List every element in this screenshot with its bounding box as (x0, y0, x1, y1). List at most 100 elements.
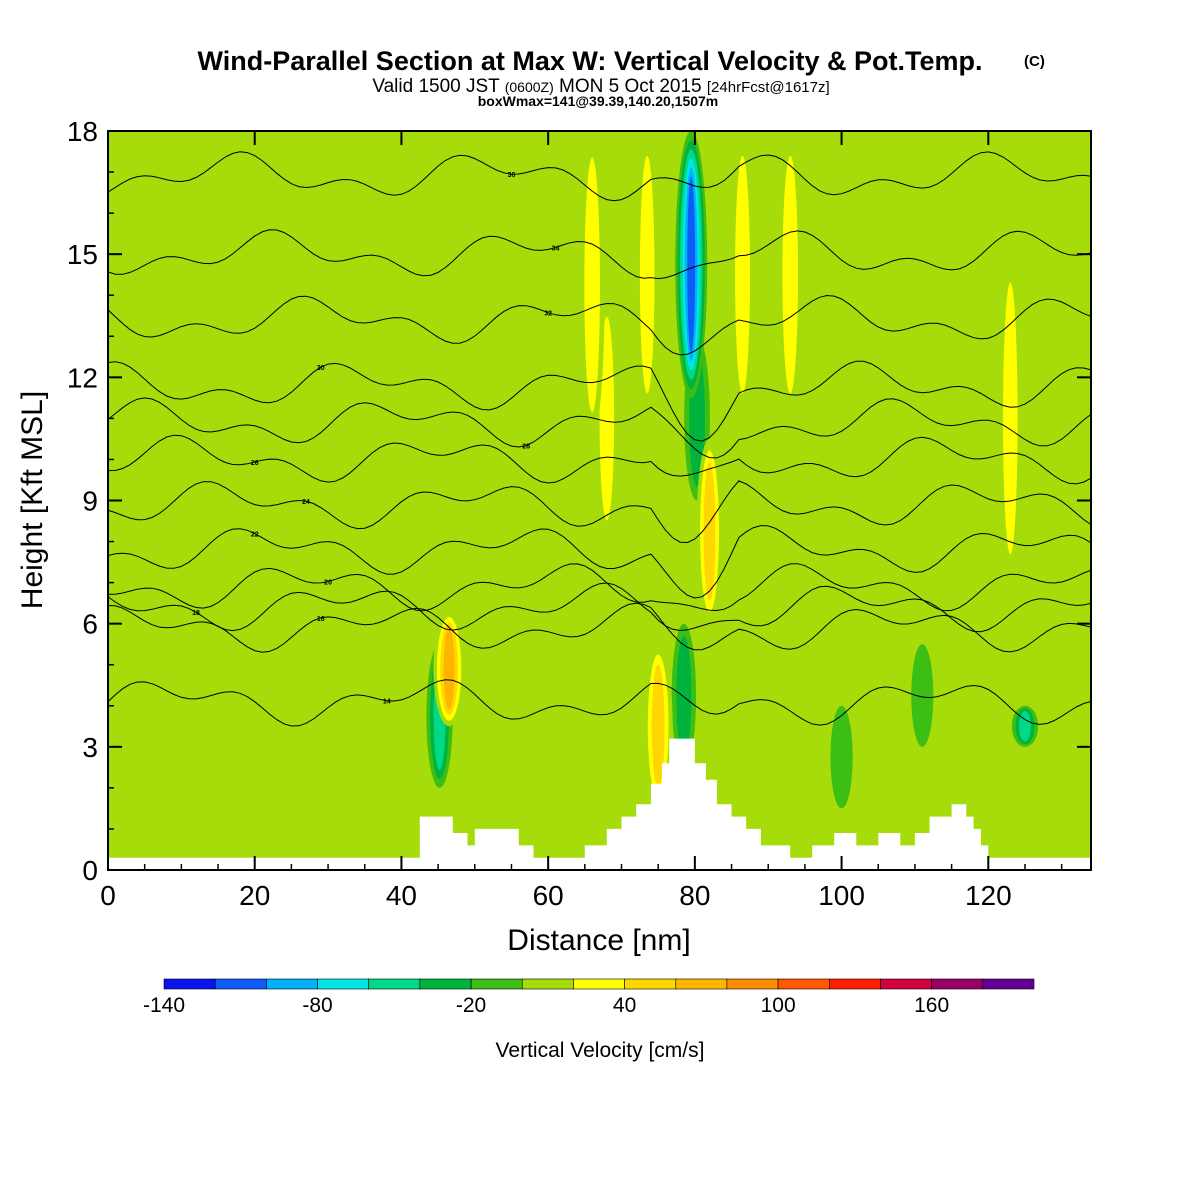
w-cell-12-level-0 (280, 726, 303, 829)
valid-prefix: Valid 1500 JST (372, 76, 500, 97)
w-cell-15 (830, 705, 853, 809)
colorbar-swatch-5 (419, 978, 472, 990)
w-cell-16 (192, 685, 215, 838)
theta-contour-34 (108, 229, 1091, 280)
w-cell-20 (671, 623, 697, 768)
colorbar-tick-label-100: 100 (761, 994, 796, 1017)
w-cell-23-level-1 (782, 155, 799, 394)
y-tick-label-3: 3 (82, 732, 98, 763)
colorbar-swatch-4 (368, 978, 421, 990)
y-tick-label-15: 15 (67, 239, 98, 270)
x-axis: 0 20 40 60 80 100 120 (100, 131, 1063, 911)
w-cell-17-level-1 (599, 316, 615, 521)
w-cell-27 (1011, 705, 1039, 747)
theta-contour-label-34: 34 (552, 245, 560, 252)
w-cell-20-level-1 (676, 636, 692, 755)
colorbar-swatch-16 (982, 978, 1035, 990)
valid-time-line: Valid 1500 JST (0600Z) MON 5 Oct 2015 [2… (372, 76, 829, 97)
w-cell-6-level-0 (508, 685, 530, 838)
w-cell-4-level-0 (310, 603, 332, 788)
w-cell-13 (911, 644, 934, 747)
colorbar-swatch-8 (573, 978, 625, 990)
x-tick-label-60: 60 (533, 880, 564, 911)
y-tick-label-0: 0 (82, 855, 98, 886)
w-cell-15-level-0 (830, 705, 853, 809)
theta-contour-30 (108, 360, 1091, 442)
colorbar-swatch-9 (624, 978, 677, 990)
theta-contour-32 (108, 294, 1091, 356)
colorbar-label: Vertical Velocity [cm/s] (496, 1039, 705, 1062)
colorbar-tick-label-160: 160 (914, 994, 949, 1017)
terrain-profile (108, 738, 1091, 870)
w-cell-21 (730, 131, 755, 419)
boxmax-label: boxWmax=141@39.39,140.20,1507m (478, 93, 719, 109)
w-cell-2 (853, 295, 874, 501)
x-axis-label: Distance [nm] (507, 924, 690, 957)
theta-contour-16 (108, 602, 1091, 653)
colorbar-tick-label--20: -20 (456, 994, 486, 1017)
colorbar-swatch-13 (828, 978, 881, 990)
theta-contour-label-20: 20 (324, 580, 332, 587)
x-tick-label-20: 20 (239, 880, 270, 911)
theta-contour-label-26: 26 (251, 460, 259, 467)
w-cell-22-level-1 (584, 157, 600, 413)
x-tick-label-40: 40 (386, 880, 417, 911)
theta-contour-label-28: 28 (522, 444, 530, 451)
w-cell-11-level-0 (141, 623, 164, 829)
w-cell-19 (998, 254, 1023, 583)
colorbar-tick-label--140: -140 (143, 994, 185, 1017)
theta-contour-label-30: 30 (317, 365, 325, 372)
valid-utc: (0600Z) (505, 79, 554, 95)
terrain (108, 738, 1091, 870)
colorbar-swatch-2 (266, 978, 318, 990)
w-cell-18-level-1 (639, 155, 655, 394)
theta-contour-24 (108, 480, 1091, 544)
w-cell-16-level-0 (192, 685, 215, 838)
w-cell-11 (141, 623, 164, 829)
w-cell-30-level-5 (687, 176, 696, 353)
theta-contour-36 (108, 151, 1091, 202)
potential-temperature-contours: 14 16 18 20 22 24 26 28 30 32 34 36 (108, 151, 1091, 727)
w-cell-7 (765, 459, 787, 583)
w-cell-14 (449, 746, 472, 838)
theta-contour-14 (108, 679, 1091, 727)
valid-date: MON 5 Oct 2015 (559, 76, 702, 97)
w-cell-27-level-2 (1019, 710, 1031, 742)
theta-contour-label-24: 24 (302, 499, 310, 506)
w-cell-29 (433, 611, 465, 727)
forecast-label: [24hrFcst@1617z] (707, 79, 830, 96)
w-cell-3-level-0 (406, 377, 427, 542)
w-cell-22 (579, 131, 605, 439)
w-cell-13-level-0 (911, 644, 934, 747)
colorbar-swatch-12 (777, 978, 830, 990)
w-cell-21-level-1 (735, 155, 751, 394)
w-cell-3 (406, 377, 427, 542)
w-cell-8 (1043, 418, 1065, 604)
w-cell-14-level-0 (449, 746, 472, 838)
colorbar-tick-label-40: 40 (613, 994, 636, 1017)
colorbar-swatch-15 (931, 978, 984, 990)
w-cell-18 (635, 131, 660, 419)
w-cell-23 (777, 131, 803, 419)
theta-contour-label-36: 36 (508, 172, 516, 179)
theta-contour-label-14: 14 (383, 699, 391, 706)
w-cell-0 (186, 336, 206, 604)
w-cell-6 (508, 685, 530, 838)
colorbar-swatch-7 (521, 978, 574, 990)
theta-contour-26 (108, 434, 1091, 485)
w-cell-8-level-0 (1043, 418, 1065, 604)
theta-contour-20 (108, 563, 1091, 612)
y-tick-label-6: 6 (82, 609, 98, 640)
colorbar-tick-label--80: -80 (302, 994, 332, 1017)
colorbar-swatch-1 (214, 978, 267, 990)
colorbar-swatch-14 (880, 978, 933, 990)
y-tick-label-9: 9 (82, 486, 98, 517)
w-cell-19-level-1 (1003, 282, 1018, 555)
w-cell-10 (801, 213, 824, 378)
colorbar-swatch-10 (675, 978, 728, 990)
x-tick-label-120: 120 (965, 880, 1012, 911)
w-cell-26-level-2 (703, 461, 716, 601)
w-cell-5 (941, 664, 963, 788)
